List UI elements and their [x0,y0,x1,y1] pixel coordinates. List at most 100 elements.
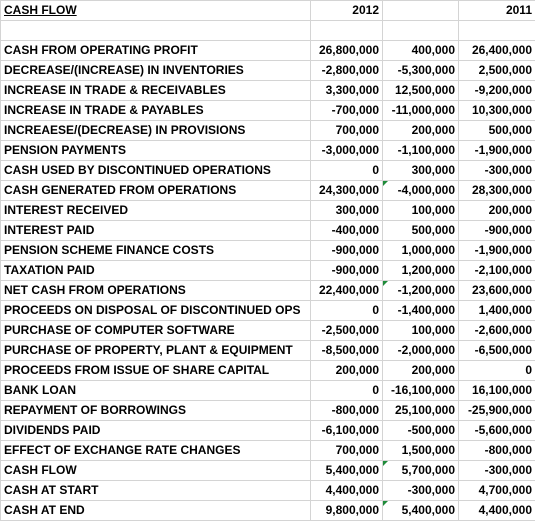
blank-cell[interactable] [310,20,383,41]
value-2011[interactable]: 28,300,000 [458,180,535,201]
value-2011[interactable]: 26,400,000 [458,40,535,61]
variance-value[interactable]: 200,000 [382,360,459,381]
value-2012[interactable]: 4,400,000 [310,480,383,501]
blank-cell[interactable] [458,20,535,41]
row-label[interactable]: TAXATION PAID [0,260,311,281]
value-2011[interactable]: -6,500,000 [458,340,535,361]
header-variance[interactable] [382,0,459,21]
value-2012[interactable]: 9,800,000 [310,500,383,521]
row-label[interactable]: PURCHASE OF COMPUTER SOFTWARE [0,320,311,341]
value-2011[interactable]: 1,400,000 [458,300,535,321]
value-2012[interactable]: 24,300,000 [310,180,383,201]
row-label[interactable]: NET CASH FROM OPERATIONS [0,280,311,301]
row-label[interactable]: PURCHASE OF PROPERTY, PLANT & EQUIPMENT [0,340,311,361]
row-label[interactable]: PROCEEDS ON DISPOSAL OF DISCONTINUED OPS [0,300,311,321]
variance-value[interactable]: 5,700,000 [382,460,459,481]
value-2011[interactable]: 4,400,000 [458,500,535,521]
row-label[interactable]: CASH AT END [0,500,311,521]
variance-value[interactable]: -16,100,000 [382,380,459,401]
row-label[interactable]: CASH USED BY DISCONTINUED OPERATIONS [0,160,311,181]
value-2011[interactable]: 16,100,000 [458,380,535,401]
variance-value[interactable]: -4,000,000 [382,180,459,201]
value-2012[interactable]: -900,000 [310,240,383,261]
row-label[interactable]: CASH FROM OPERATING PROFIT [0,40,311,61]
variance-value[interactable]: 1,200,000 [382,260,459,281]
row-label[interactable]: PENSION PAYMENTS [0,140,311,161]
value-2011[interactable]: -1,900,000 [458,140,535,161]
row-label[interactable]: CASH GENERATED FROM OPERATIONS [0,180,311,201]
value-2011[interactable]: 200,000 [458,200,535,221]
value-2011[interactable]: -300,000 [458,460,535,481]
variance-value[interactable]: 1,500,000 [382,440,459,461]
variance-value[interactable]: 100,000 [382,320,459,341]
value-2011[interactable]: -800,000 [458,440,535,461]
variance-value[interactable]: 25,100,000 [382,400,459,421]
value-2011[interactable]: 4,700,000 [458,480,535,501]
row-label[interactable]: DECREASE/(INCREASE) IN INVENTORIES [0,60,311,81]
variance-value[interactable]: 100,000 [382,200,459,221]
value-2012[interactable]: 300,000 [310,200,383,221]
row-label[interactable]: PENSION SCHEME FINANCE COSTS [0,240,311,261]
variance-value[interactable]: -11,000,000 [382,100,459,121]
value-2011[interactable]: -1,900,000 [458,240,535,261]
value-2012[interactable]: 200,000 [310,360,383,381]
value-2012[interactable]: -2,500,000 [310,320,383,341]
row-label[interactable]: INTEREST PAID [0,220,311,241]
variance-value[interactable]: -1,200,000 [382,280,459,301]
row-label[interactable]: CASH FLOW [0,460,311,481]
value-2012[interactable]: -700,000 [310,100,383,121]
value-2011[interactable]: -2,600,000 [458,320,535,341]
row-label[interactable]: REPAYMENT OF BORROWINGS [0,400,311,421]
value-2012[interactable]: 0 [310,300,383,321]
row-label[interactable]: INCREAESE/(DECREASE) IN PROVISIONS [0,120,311,141]
value-2012[interactable]: -6,100,000 [310,420,383,441]
variance-value[interactable]: 5,400,000 [382,500,459,521]
variance-value[interactable]: -1,400,000 [382,300,459,321]
value-2012[interactable]: 700,000 [310,440,383,461]
row-label[interactable]: CASH AT START [0,480,311,501]
row-label[interactable]: INCREASE IN TRADE & PAYABLES [0,100,311,121]
value-2011[interactable]: 0 [458,360,535,381]
header-2011[interactable]: 2011 [458,0,535,21]
value-2011[interactable]: -9,200,000 [458,80,535,101]
value-2011[interactable]: 10,300,000 [458,100,535,121]
value-2011[interactable]: 2,500,000 [458,60,535,81]
blank-cell[interactable] [0,20,311,41]
cell-title[interactable]: CASH FLOW [0,0,311,21]
value-2012[interactable]: 700,000 [310,120,383,141]
value-2012[interactable]: 0 [310,380,383,401]
variance-value[interactable]: -300,000 [382,480,459,501]
variance-value[interactable]: -1,100,000 [382,140,459,161]
variance-value[interactable]: -500,000 [382,420,459,441]
variance-value[interactable]: 400,000 [382,40,459,61]
value-2012[interactable]: 5,400,000 [310,460,383,481]
variance-value[interactable]: -5,300,000 [382,60,459,81]
blank-cell[interactable] [382,20,459,41]
variance-value[interactable]: 200,000 [382,120,459,141]
row-label[interactable]: EFFECT OF EXCHANGE RATE CHANGES [0,440,311,461]
value-2012[interactable]: 3,300,000 [310,80,383,101]
variance-value[interactable]: -2,000,000 [382,340,459,361]
row-label[interactable]: PROCEEDS FROM ISSUE OF SHARE CAPITAL [0,360,311,381]
row-label[interactable]: BANK LOAN [0,380,311,401]
value-2011[interactable]: -300,000 [458,160,535,181]
value-2012[interactable]: 22,400,000 [310,280,383,301]
value-2012[interactable]: -800,000 [310,400,383,421]
value-2012[interactable]: -3,000,000 [310,140,383,161]
variance-value[interactable]: 12,500,000 [382,80,459,101]
value-2012[interactable]: 26,800,000 [310,40,383,61]
value-2011[interactable]: 23,600,000 [458,280,535,301]
value-2012[interactable]: -2,800,000 [310,60,383,81]
variance-value[interactable]: 500,000 [382,220,459,241]
variance-value[interactable]: 300,000 [382,160,459,181]
row-label[interactable]: INCREASE IN TRADE & RECEIVABLES [0,80,311,101]
value-2012[interactable]: -400,000 [310,220,383,241]
value-2012[interactable]: -8,500,000 [310,340,383,361]
value-2012[interactable]: 0 [310,160,383,181]
row-label[interactable]: INTEREST RECEIVED [0,200,311,221]
value-2011[interactable]: -900,000 [458,220,535,241]
variance-value[interactable]: 1,000,000 [382,240,459,261]
header-2012[interactable]: 2012 [310,0,383,21]
value-2011[interactable]: -5,600,000 [458,420,535,441]
value-2011[interactable]: -2,100,000 [458,260,535,281]
